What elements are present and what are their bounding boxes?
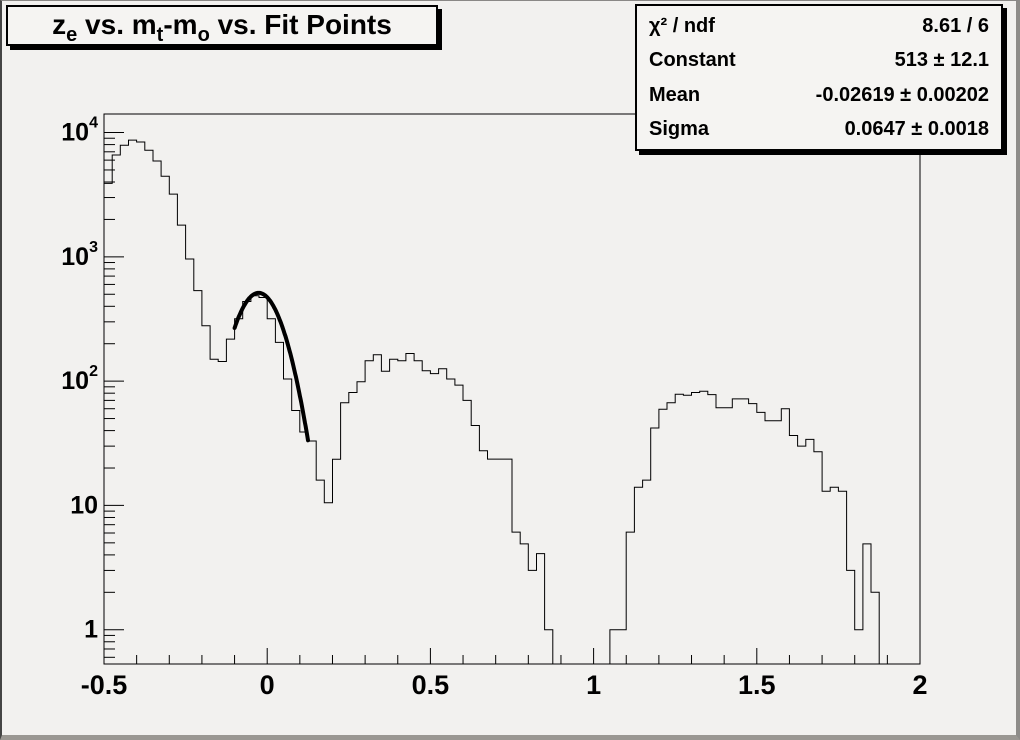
title-subscript: t bbox=[156, 24, 164, 46]
stat-value: 513 ± 12.1 bbox=[894, 49, 989, 72]
x-tick-label: 2 bbox=[912, 670, 927, 700]
x-tick-label: 1.5 bbox=[738, 670, 776, 700]
title-text: vs. Fit Points bbox=[209, 9, 392, 40]
title-text: vs. m bbox=[77, 9, 157, 40]
x-tick-label: -0.5 bbox=[81, 670, 128, 700]
y-tick-label: 10 bbox=[70, 491, 98, 519]
stat-label: Mean bbox=[649, 83, 701, 106]
x-tick-label: 1 bbox=[586, 670, 601, 700]
y-tick-label: 102 bbox=[61, 363, 98, 394]
fit-curve bbox=[232, 290, 310, 443]
stat-row: χ² / ndf 8.61 / 6 bbox=[637, 9, 1001, 44]
stat-row: Constant 513 ± 12.1 bbox=[637, 44, 1001, 79]
y-tick-label: 104 bbox=[61, 115, 98, 146]
stat-value: 0.0647 ± 0.0018 bbox=[844, 118, 989, 141]
title-box: ze vs. mt-mo vs. Fit Points bbox=[6, 5, 438, 46]
stat-row: Mean -0.02619 ± 0.00202 bbox=[637, 78, 1001, 113]
stat-label: χ² / ndf bbox=[649, 14, 715, 37]
stats-box: χ² / ndf 8.61 / 6 Constant 513 ± 12.1 Mean -0… bbox=[635, 4, 1003, 151]
y-tick-label: 1 bbox=[84, 615, 98, 643]
title-text: -m bbox=[163, 9, 198, 40]
title-subscript: o bbox=[197, 24, 210, 46]
title-subscript: e bbox=[66, 24, 78, 46]
stat-label: Constant bbox=[649, 49, 736, 72]
histogram-line bbox=[104, 139, 920, 665]
stat-value: 8.61 / 6 bbox=[922, 14, 989, 37]
plot-frame bbox=[103, 113, 921, 665]
stat-value: -0.02619 ± 0.00202 bbox=[815, 83, 989, 106]
x-tick-label: 0 bbox=[260, 670, 275, 700]
x-tick-label: 0.5 bbox=[412, 670, 450, 700]
y-tick-label: 103 bbox=[61, 239, 98, 270]
stat-label: Sigma bbox=[649, 118, 710, 141]
title-text: z bbox=[52, 9, 67, 40]
stat-row: Sigma 0.0647 ± 0.0018 bbox=[637, 113, 1001, 148]
